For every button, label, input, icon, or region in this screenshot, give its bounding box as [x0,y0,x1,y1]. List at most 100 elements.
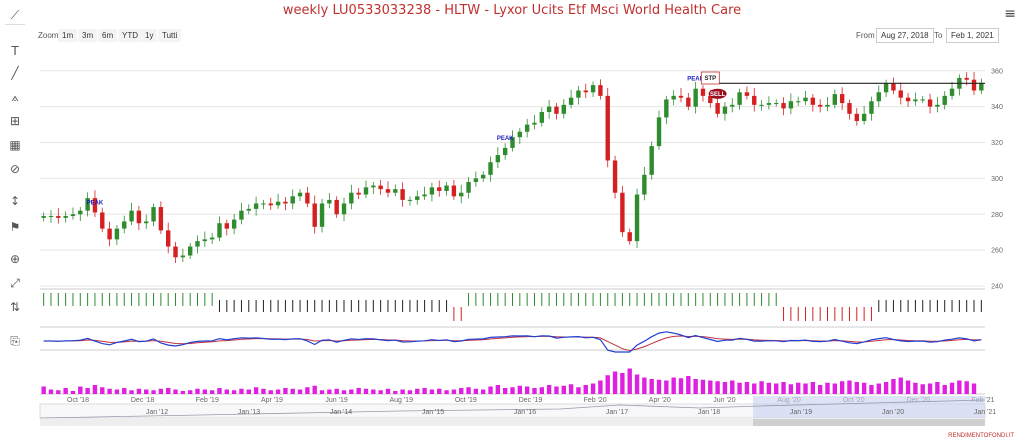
volume-bar [56,390,61,394]
zoom-3m-button[interactable]: 3m [78,29,98,42]
volume-bar [942,385,947,394]
volume-bar [334,388,339,394]
hamburger-menu-icon[interactable]: ≡ [1004,6,1016,22]
volume-bar [730,380,735,394]
line-draw-icon[interactable]: ╱ [11,66,19,80]
volume-bar [70,391,76,394]
candle-body [598,85,603,96]
candle-body [905,97,911,102]
save-chart-icon[interactable]: ⎘ [10,333,20,348]
volume-bar [664,380,669,394]
candle-body [949,88,955,96]
candle-body [305,192,310,204]
candle-body [788,101,794,109]
volume-bar [964,381,969,394]
volume-bar [144,389,149,394]
candle-body [656,117,662,147]
navigator-tick-label: Jan '18 [698,409,720,416]
volume-bar [568,384,574,394]
candle-body [151,207,156,222]
zoom-1y-button[interactable]: 1y [141,29,158,42]
chart-title: weekly LU0533033238 - HLTW - Lyxor Ucits… [282,3,742,18]
zoom-1m-button[interactable]: 1m [58,29,78,42]
volume-bar [949,382,955,394]
volume-bar [532,388,537,394]
zoom-label: Zoom [38,31,59,40]
drawing-toolbar: ⟋ T ╱ ⟑ ⊞ ▦ ⊘ ↕ ⚑ ⊕ ⤢ ⇅ ⎘ [0,0,30,441]
candle-body [664,99,669,118]
candle-body [385,189,391,193]
candle-body [466,181,471,193]
measure-icon[interactable]: ⊞ [9,114,21,128]
volume-bar [92,385,98,394]
trendline-icon[interactable]: ⟋ [5,6,25,25]
volume-bar [839,381,845,394]
volume-bar [883,382,889,394]
candle-body [451,185,457,197]
candle-body [114,228,120,240]
volume-bar [898,377,903,394]
y-tick-label: 240 [991,284,1003,291]
volume-bar [510,387,515,394]
candle-body [275,201,281,206]
candle-body [283,201,288,204]
zoom-to-icon[interactable]: ⊕ [9,252,21,266]
volume-bar [502,388,508,394]
candle-body [708,95,713,104]
candle-body [70,214,76,217]
fibonacci-icon[interactable]: ⟑ [11,89,19,104]
volume-bar [524,386,530,394]
volume-bar [415,388,420,394]
credits-text[interactable]: RENDIMENTOFONDI.IT [948,433,1014,439]
grid-pattern-icon[interactable]: ▦ [9,138,21,152]
y-tick-label: 300 [991,176,1003,183]
visibility-icon[interactable]: ⊘ [9,162,21,176]
volume-bar [649,379,654,394]
candle-body [605,95,610,161]
adjust-icon[interactable]: ⇅ [9,300,21,314]
candle-body [363,187,369,195]
volume-bar [422,388,427,394]
range-to-input[interactable]: Feb 1, 2021 [946,28,999,43]
volume-bar [817,385,823,394]
candle-body [41,216,46,218]
candle-body [730,104,735,107]
candle-body [832,94,838,105]
volume-bar [905,380,911,394]
volume-bar [861,382,867,394]
candle-body [876,92,881,102]
volume-bar [195,388,200,394]
fullscreen-icon[interactable]: ⤢ [10,275,20,290]
volume-bar [583,385,588,394]
zoom-ytd-button[interactable]: YTD [118,29,142,42]
volume-bar [927,383,933,394]
text-annotation-icon[interactable]: T [11,44,19,58]
volume-bar [612,371,618,394]
volume-bar [598,380,603,394]
candle-body [671,95,676,100]
volume-bar [202,389,208,394]
candle-body [224,223,229,229]
candle-body [554,106,559,114]
volume-bar [913,382,918,394]
volume-bar [495,385,501,394]
range-from-input[interactable]: Aug 27, 2018 [876,28,934,43]
flag-icon[interactable]: ⚑ [9,220,21,234]
volume-bar [935,382,940,394]
candle-body [627,232,632,242]
volume-bar [957,380,962,394]
candle-body [612,160,618,193]
candle-body [429,187,435,195]
candle-body [700,88,706,96]
navigator-scrollbar [40,419,985,426]
candle-body [883,83,889,93]
volume-bar [971,383,977,394]
zoom-6m-button[interactable]: 6m [98,29,118,42]
volume-bar [129,390,134,394]
volume-bar [48,389,54,394]
candle-body [312,203,317,227]
zoom-all-button[interactable]: Tutti [158,29,182,42]
vertical-line-icon[interactable]: ↕ [9,194,21,208]
candle-body [253,203,259,209]
peak-annotation: PEAK [87,200,104,206]
